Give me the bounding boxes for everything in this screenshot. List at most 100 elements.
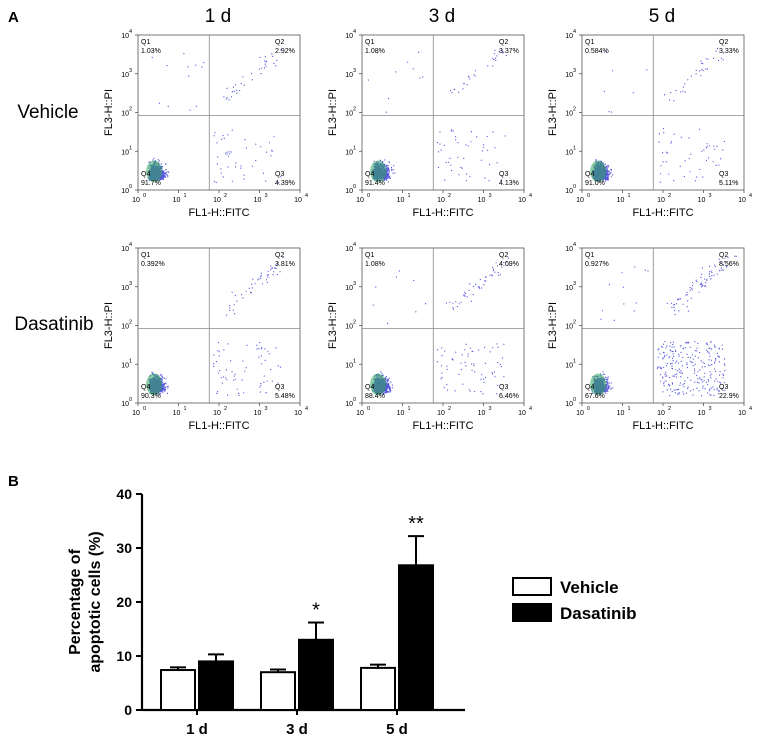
y-tick-exponent: 3: [353, 68, 356, 74]
x-tick-exponent: 4: [529, 193, 532, 199]
quadrant-q3-value: 5.11%: [719, 180, 738, 187]
x-tick-exponent: 3: [265, 406, 268, 412]
y-tick-exponent: 2: [573, 107, 576, 113]
x-axis-label: FL1-H::FITC: [632, 207, 693, 219]
y-tick-label: 10: [565, 285, 573, 292]
x-tick-label: 10: [617, 410, 625, 417]
y-tick-label: 10: [345, 111, 353, 118]
x-tick-exponent: 1: [408, 193, 411, 199]
quadrant-q4-value: 91.0%: [585, 180, 605, 187]
x-tick-label: 10: [254, 410, 262, 417]
density-core: [370, 160, 387, 183]
x-tick-exponent: 1: [628, 193, 631, 199]
y-tick-label: 10: [121, 188, 129, 195]
y-tick-label: 10: [565, 324, 573, 331]
quadrant-q3-label: Q3: [719, 384, 728, 391]
dots: [590, 255, 737, 397]
y-tick-exponent: 2: [129, 107, 132, 113]
x-tick-exponent: 2: [448, 193, 451, 199]
y-axis-label: FL3-H::PI: [103, 302, 115, 349]
y-axis-label: FL3-H::PI: [327, 89, 339, 136]
x-tick-exponent: 4: [305, 406, 308, 412]
dot-cloud: [590, 47, 725, 184]
dot-cloud: [146, 49, 282, 184]
legend-label-dasatinib: Dasatinib: [560, 604, 637, 623]
y-tick-label: 10: [121, 246, 129, 253]
y-tick-exponent: 3: [573, 68, 576, 74]
x-tick-exponent: 0: [143, 406, 146, 412]
x-axis-label: FL1-H::FITC: [412, 207, 473, 219]
y-tick-exponent: 0: [353, 397, 356, 403]
column-header-5d: 5 d: [649, 6, 675, 27]
quadrant-q4-label: Q4: [365, 384, 374, 391]
quadrant-q4-label: Q4: [365, 171, 374, 178]
quadrant-q1-value: 0.927%: [585, 261, 609, 268]
x-axis-label: FL1-H::FITC: [188, 420, 249, 432]
dot-cloud: [370, 257, 510, 396]
x-tick-exponent: 2: [224, 193, 227, 199]
plot-frame: [137, 247, 301, 404]
quadrant-q4-value: 67.6%: [585, 393, 605, 400]
y-tick-label: 10: [565, 188, 573, 195]
plot-frame: [361, 34, 525, 191]
x-tick-exponent: 0: [587, 406, 590, 412]
y-tick-exponent: 0: [573, 184, 576, 190]
quadrant-q1-label: Q1: [365, 39, 374, 46]
x-tick-label: 10: [437, 197, 445, 204]
y-tick-label: 10: [121, 401, 129, 408]
y-tick-exponent: 4: [129, 29, 132, 35]
panel-b-label: B: [8, 473, 19, 490]
quadrant-q2-value: 4.09%: [499, 261, 519, 268]
y-tick-label: 10: [565, 111, 573, 118]
x-tick-label: 10: [576, 197, 584, 204]
y-tick-label: 0: [124, 702, 132, 718]
y-tick-exponent: 3: [353, 281, 356, 287]
quadrant-q3-label: Q3: [275, 384, 284, 391]
x-tick-label: 10: [738, 197, 746, 204]
x-tick-exponent: 0: [587, 193, 590, 199]
quadrant-q1-label: Q1: [585, 39, 594, 46]
y-tick-label: 10: [565, 401, 573, 408]
flow-plot-dasatinib-5d: Q10.927%Q28.56%Q322.9%Q467.6%10010010110…: [547, 242, 752, 432]
quadrant-q2-value: 3.37%: [499, 48, 519, 55]
y-tick-label: 10: [345, 188, 353, 195]
x-tick-exponent: 0: [367, 406, 370, 412]
density-core: [146, 373, 163, 396]
x-tick-label: 10: [173, 410, 181, 417]
quadrant-q2-value: 3.33%: [719, 48, 739, 55]
x-tick-exponent: 1: [628, 406, 631, 412]
x-tick-label: 10: [213, 410, 221, 417]
dot-cloud: [367, 49, 507, 183]
significance-marker-5d: **: [408, 513, 424, 535]
quadrant-q4-label: Q4: [585, 171, 594, 178]
x-tick-label: 10: [132, 197, 140, 204]
y-axis-label: FL3-H::PI: [103, 89, 115, 136]
flow-plot-dasatinib-3d: Q11.08%Q24.09%Q36.46%Q488.4%100100101101…: [327, 242, 532, 432]
y-tick-exponent: 1: [129, 358, 132, 364]
y-tick-label: 20: [116, 594, 132, 610]
quadrant-q4-label: Q4: [141, 171, 150, 178]
y-tick-label: 10: [121, 362, 129, 369]
x-tick-label: 10: [254, 197, 262, 204]
quadrant-q3-value: 4.39%: [275, 180, 295, 187]
x-tick-exponent: 2: [668, 193, 671, 199]
x-tick-label: 10: [698, 410, 706, 417]
bar-vehicle-1d: [160, 669, 196, 711]
x-tick-label: 10: [397, 197, 405, 204]
quadrant-q1-value: 0.392%: [141, 261, 165, 268]
quadrant-q2-label: Q2: [719, 252, 728, 259]
y-tick-exponent: 3: [129, 281, 132, 287]
quadrant-q2-label: Q2: [719, 39, 728, 46]
x-tick-exponent: 1: [184, 193, 187, 199]
y-tick-label: 10: [345, 362, 353, 369]
y-tick-label: 10: [345, 401, 353, 408]
significance-marker-3d: *: [312, 600, 320, 622]
dot-cloud: [146, 257, 284, 396]
y-axis-label: FL3-H::PI: [547, 302, 559, 349]
y-tick-label: 10: [121, 111, 129, 118]
y-tick-label: 40: [116, 486, 132, 502]
y-tick-exponent: 2: [353, 107, 356, 113]
x-tick-exponent: 4: [305, 193, 308, 199]
